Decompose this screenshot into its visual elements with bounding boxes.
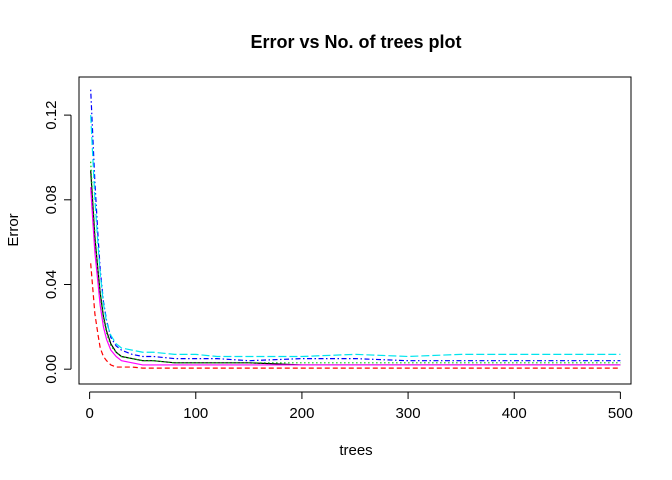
- plot-frame: [78, 76, 632, 385]
- chart-title: Error vs No. of trees plot: [250, 32, 461, 52]
- y-axis: 0.00 0.04 0.08 0.12: [43, 101, 72, 384]
- y-tick-label: 0.08: [43, 185, 60, 214]
- series-line-6: [90, 187, 621, 366]
- y-tick-label: 0.12: [43, 101, 60, 130]
- x-axis: 0 100 200 300 400 500: [85, 391, 633, 422]
- x-tick-label: 400: [502, 405, 527, 422]
- series-line-5: [90, 115, 621, 358]
- x-tick-label: 200: [289, 405, 314, 422]
- y-axis-label: Error: [5, 213, 22, 246]
- x-tick-label: 300: [396, 405, 421, 422]
- series-line-3: [90, 161, 621, 364]
- series-line-1: [90, 170, 621, 366]
- y-tick-label: 0.00: [43, 355, 60, 384]
- series-layer: [90, 89, 621, 369]
- series-line-4: [90, 89, 621, 362]
- x-tick-label: 100: [183, 405, 208, 422]
- y-tick-label: 0.04: [43, 270, 60, 299]
- x-tick-label: 500: [608, 405, 633, 422]
- x-axis-label: trees: [339, 442, 372, 459]
- x-tick-label: 0: [85, 405, 93, 422]
- series-line-2: [90, 263, 621, 369]
